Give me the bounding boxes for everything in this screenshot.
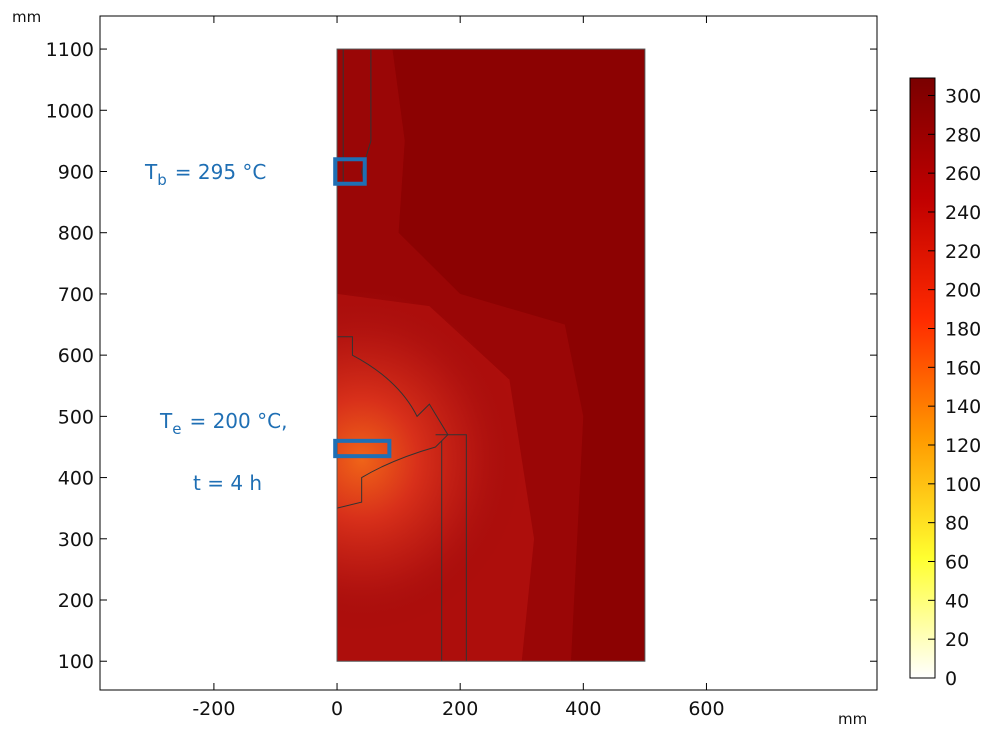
annotation-symbol: T bbox=[144, 160, 158, 184]
domain-outline bbox=[336, 48, 646, 662]
plot-frame bbox=[99, 15, 878, 691]
annotation: Te = 200 °C, bbox=[159, 409, 287, 438]
colorbar-tick-label: 200 bbox=[945, 280, 981, 302]
y-tick-label: 1100 bbox=[46, 39, 94, 61]
annotation-text: t = 4 h bbox=[193, 471, 262, 495]
colorbar-tick-label: 240 bbox=[945, 202, 981, 224]
annotation-symbol: T bbox=[159, 409, 173, 433]
x-tick-label: -200 bbox=[192, 698, 235, 720]
x-tick-label: 400 bbox=[565, 698, 601, 720]
y-tick-label: 1000 bbox=[46, 100, 94, 122]
annotation-subscript: b bbox=[157, 171, 167, 189]
y-tick-label: 400 bbox=[58, 468, 94, 490]
annotation: t = 4 h bbox=[193, 471, 262, 495]
colorbar-tick-label: 260 bbox=[945, 163, 981, 185]
y-tick-label: 700 bbox=[58, 284, 94, 306]
y-tick-label: 200 bbox=[58, 590, 94, 612]
hot-zone bbox=[337, 287, 522, 631]
y-tick-label: 600 bbox=[58, 345, 94, 367]
probe-box bbox=[333, 438, 392, 459]
colorbar-tick-label: 40 bbox=[945, 590, 969, 612]
y-tick-label: 800 bbox=[58, 223, 94, 245]
colorbar-tick-label: 280 bbox=[945, 124, 981, 146]
y-tick-label: 100 bbox=[58, 651, 94, 673]
annotation: Tb = 295 °C bbox=[144, 160, 266, 189]
y-tick-label: 300 bbox=[58, 529, 94, 551]
colorbar-tick-label: 80 bbox=[945, 513, 969, 535]
y-axis-unit: mm bbox=[12, 8, 41, 26]
colorbar-tick-label: 100 bbox=[945, 474, 981, 496]
colorbar-tick-label: 160 bbox=[945, 357, 981, 379]
x-axis-unit: mm bbox=[838, 710, 867, 728]
colorbar-tick-label: 140 bbox=[945, 396, 981, 418]
probe-box bbox=[333, 157, 367, 186]
annotation-text: = 200 °C, bbox=[189, 409, 287, 433]
colorbar-tick-label: 220 bbox=[945, 241, 981, 263]
x-tick-label: 0 bbox=[331, 698, 343, 720]
colorbar bbox=[909, 77, 936, 679]
geometry bbox=[337, 336, 449, 509]
colorbar-tick-label: 180 bbox=[945, 318, 981, 340]
colorbar-tick-label: 60 bbox=[945, 551, 969, 573]
colorbar-tick-label: 0 bbox=[945, 668, 957, 690]
x-tick-label: 200 bbox=[442, 698, 478, 720]
colorbar-tick-label: 20 bbox=[945, 629, 969, 651]
y-tick-label: 900 bbox=[58, 161, 94, 183]
y-tick-label: 500 bbox=[58, 406, 94, 428]
geometry bbox=[435, 434, 467, 662]
annotation-text: = 295 °C bbox=[175, 160, 267, 184]
annotation-subscript: e bbox=[172, 420, 181, 438]
temperature-field bbox=[337, 49, 645, 662]
x-tick-label: 600 bbox=[688, 698, 724, 720]
colorbar-tick-label: 300 bbox=[945, 85, 981, 107]
colorbar-tick-label: 120 bbox=[945, 435, 981, 457]
